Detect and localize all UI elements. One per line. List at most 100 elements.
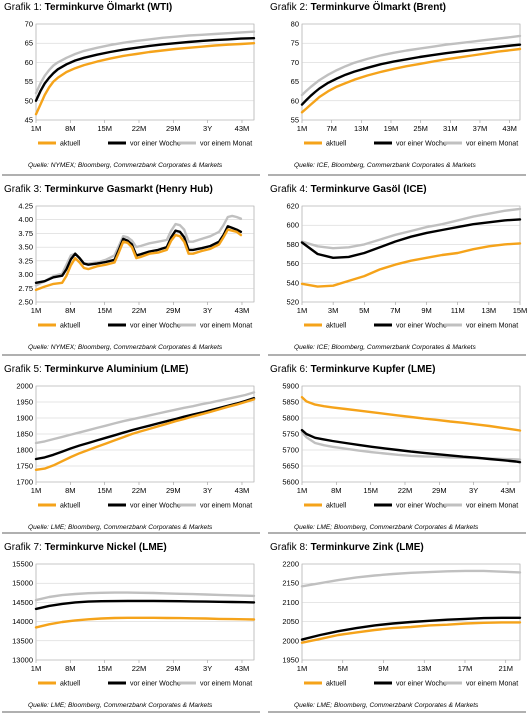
chart-title: Grafik 7: Terminkurve Nickel (LME) xyxy=(4,542,167,553)
chart-panel-5: Grafik 5: Terminkurve Aluminium (LME) 170… xyxy=(0,362,266,540)
chart-svg: 1700 1750 1800 1850 1900 1950 2000 1M 8M 15M 22M 29… xyxy=(16,382,256,510)
x-tick-label: 22M xyxy=(132,124,147,133)
y-tick-label: 3.25 xyxy=(18,256,33,265)
panel-separator xyxy=(2,711,260,713)
y-tick-label: 70 xyxy=(25,20,33,29)
y-tick-label: 3.00 xyxy=(18,270,33,279)
y-tick-label: 65 xyxy=(291,77,299,86)
chart-source: Quelle: NYMEX; Bloomberg, Commerzbank Co… xyxy=(28,162,223,169)
legend-label: vor einer Woche xyxy=(130,503,181,510)
chart-number-label: Grafik 3: xyxy=(4,184,42,195)
chart-title: Grafik 2: Terminkurve Ölmarkt (Brent) xyxy=(270,2,446,13)
chart-title-text: Terminkurve Aluminium (LME) xyxy=(44,364,189,375)
y-tick-label: 55 xyxy=(291,116,299,125)
x-tick-label: 1M xyxy=(31,124,41,133)
chart-number-label: Grafik 6: xyxy=(270,364,308,375)
chart-title: Grafik 5: Terminkurve Aluminium (LME) xyxy=(4,364,188,375)
x-tick-label: 9M xyxy=(421,306,431,315)
x-tick-label: 29M xyxy=(432,486,447,495)
x-tick-label: 29M xyxy=(166,124,181,133)
chart-title-text: Terminkurve Kupfer (LME) xyxy=(310,364,436,375)
chart-svg: 520 540 560 580 600 620 1M 3M 5M 7M 9M 11M 13M 15M akt… xyxy=(286,202,527,330)
x-tick-label: 1M xyxy=(31,486,41,495)
x-tick-label: 5M xyxy=(338,664,348,673)
x-tick-label: 1M xyxy=(31,664,41,673)
x-tick-label: 9M xyxy=(378,664,388,673)
legend-label: vor einer Woche xyxy=(396,323,447,330)
chart-number-label: Grafik 5: xyxy=(4,364,42,375)
y-tick-label: 1950 xyxy=(282,656,299,665)
series-line-monat xyxy=(34,591,256,602)
y-tick-label: 70 xyxy=(291,58,299,67)
x-tick-label: 29M xyxy=(166,664,181,673)
series-line-aktuell xyxy=(300,396,522,432)
legend-label: aktuell xyxy=(60,681,81,688)
series-line-woche xyxy=(34,37,256,103)
x-tick-label: 3Y xyxy=(203,486,212,495)
chart-panel-2: Grafik 2: Terminkurve Ölmarkt (Brent) 55 6… xyxy=(266,0,532,182)
x-tick-label: 1M xyxy=(297,486,307,495)
chart-svg: 55 60 65 70 75 80 1M 7M 13M 19M 25M 31M 37M 43M aktuel… xyxy=(291,20,522,148)
chart-panel-1: Grafik 1: Terminkurve Ölmarkt (WTI) 45 50 5… xyxy=(0,0,266,182)
y-tick-label: 5700 xyxy=(282,446,299,455)
legend-label: aktuell xyxy=(60,141,81,148)
x-tick-label: 13M xyxy=(354,124,369,133)
chart-title: Grafik 1: Terminkurve Ölmarkt (WTI) xyxy=(4,2,172,13)
y-tick-label: 2200 xyxy=(282,560,299,569)
chart-panel-6: Grafik 6: Terminkurve Kupfer (LME) 5600 56… xyxy=(266,362,532,540)
y-tick-label: 2000 xyxy=(282,636,299,645)
x-tick-label: 15M xyxy=(97,486,112,495)
y-tick-label: 1700 xyxy=(16,478,33,487)
y-tick-label: 1900 xyxy=(16,414,33,423)
series-line-aktuell xyxy=(300,621,522,644)
legend-label: vor einer Woche xyxy=(130,141,181,148)
x-tick-label: 15M xyxy=(363,486,378,495)
series-line-woche xyxy=(34,599,256,611)
y-tick-label: 5750 xyxy=(282,430,299,439)
chart-title: Grafik 8: Terminkurve Zink (LME) xyxy=(270,542,424,553)
chart-source: Quelle: LME; Bloomberg, Commerzbank Corp… xyxy=(294,702,479,709)
x-tick-label: 19M xyxy=(384,124,399,133)
chart-panel-4: Grafik 4: Terminkurve Gasöl (ICE) 520 540 5… xyxy=(266,182,532,362)
series-line-woche xyxy=(34,225,243,285)
legend-label: aktuell xyxy=(326,323,347,330)
y-tick-label: 620 xyxy=(286,202,299,211)
x-tick-label: 3Y xyxy=(203,306,212,315)
y-tick-label: 5900 xyxy=(282,382,299,391)
plot-frame xyxy=(35,563,255,661)
panel-separator xyxy=(268,174,526,176)
y-tick-label: 50 xyxy=(25,96,33,105)
chart-title: Grafik 6: Terminkurve Kupfer (LME) xyxy=(270,364,435,375)
legend-label: aktuell xyxy=(60,503,81,510)
x-tick-label: 43M xyxy=(235,124,250,133)
y-tick-label: 2000 xyxy=(16,382,33,391)
x-tick-label: 3Y xyxy=(203,664,212,673)
chart-title-text: Terminkurve Nickel (LME) xyxy=(44,542,167,553)
chart-svg: 1950 2000 2050 2100 2150 2200 1M 5M 9M 13M 17M 21M a… xyxy=(282,560,522,688)
x-tick-label: 22M xyxy=(132,486,147,495)
legend-label: vor einem Monat xyxy=(466,503,518,510)
x-tick-label: 13M xyxy=(482,306,497,315)
legend-label: vor einem Monat xyxy=(466,681,518,688)
series-line-monat xyxy=(300,34,522,97)
legend-label: vor einer Woche xyxy=(396,503,447,510)
x-tick-label: 15M xyxy=(97,306,112,315)
x-tick-label: 22M xyxy=(132,306,147,315)
x-tick-label: 11M xyxy=(451,306,465,315)
legend-label: aktuell xyxy=(326,681,347,688)
chart-title-text: Terminkurve Gasöl (ICE) xyxy=(310,184,427,195)
y-tick-label: 540 xyxy=(286,278,299,287)
chart-number-label: Grafik 2: xyxy=(270,2,308,13)
y-tick-label: 45 xyxy=(25,116,33,125)
x-tick-label: 43M xyxy=(235,306,250,315)
series-line-monat xyxy=(300,431,522,461)
y-tick-label: 2.75 xyxy=(18,284,33,293)
series-line-aktuell xyxy=(300,242,522,288)
chart-panel-8: Grafik 8: Terminkurve Zink (LME) 1950 2000… xyxy=(266,540,532,719)
y-tick-label: 15500 xyxy=(12,560,33,569)
legend-label: vor einem Monat xyxy=(466,141,518,148)
series-line-woche xyxy=(300,218,522,259)
y-tick-label: 2100 xyxy=(282,598,299,607)
y-tick-label: 580 xyxy=(286,240,299,249)
x-tick-label: 13M xyxy=(417,664,432,673)
